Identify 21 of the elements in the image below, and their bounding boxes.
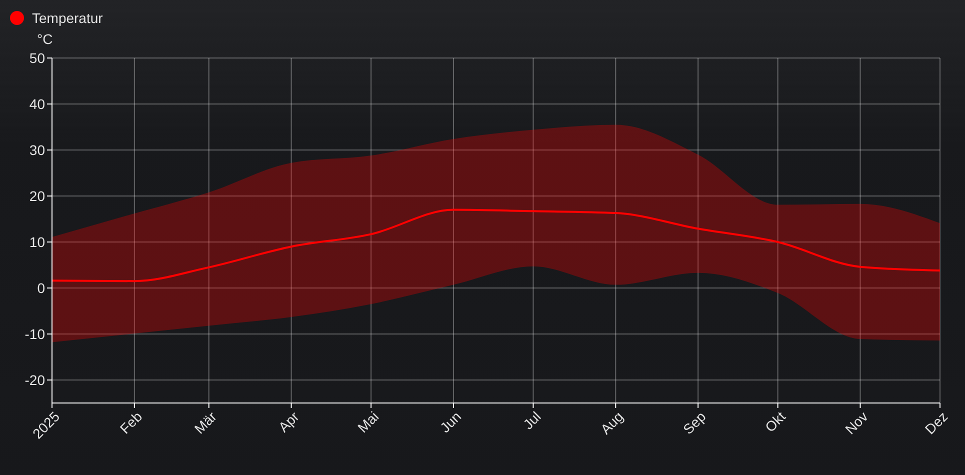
legend-label: Temperatur <box>32 9 103 28</box>
y-tick-label: -10 <box>24 326 46 342</box>
y-tick-label: 50 <box>29 50 46 66</box>
y-tick-label: 20 <box>29 188 46 204</box>
x-tick-label: Feb <box>116 408 146 437</box>
x-tick-label: Aug <box>597 408 626 438</box>
x-tick-label: Jul <box>520 408 544 432</box>
y-tick-label: 0 <box>37 280 46 296</box>
x-tick-label: Mär <box>191 408 220 437</box>
y-tick-label: 30 <box>29 142 46 158</box>
x-tick-label: Apr <box>275 408 302 436</box>
y-tick-label: 40 <box>29 96 46 112</box>
y-tick-label: -20 <box>24 372 46 388</box>
x-tick-label: Sep <box>680 408 709 438</box>
x-tick-label: Dez <box>922 408 951 438</box>
x-tick-label: Nov <box>842 408 871 438</box>
x-tick-label: Jun <box>436 408 464 436</box>
x-tick-label: Mai <box>354 408 382 436</box>
x-tick-label: Okt <box>762 408 789 436</box>
y-tick-label: 10 <box>29 234 46 250</box>
y-axis-title: °C <box>37 31 53 47</box>
